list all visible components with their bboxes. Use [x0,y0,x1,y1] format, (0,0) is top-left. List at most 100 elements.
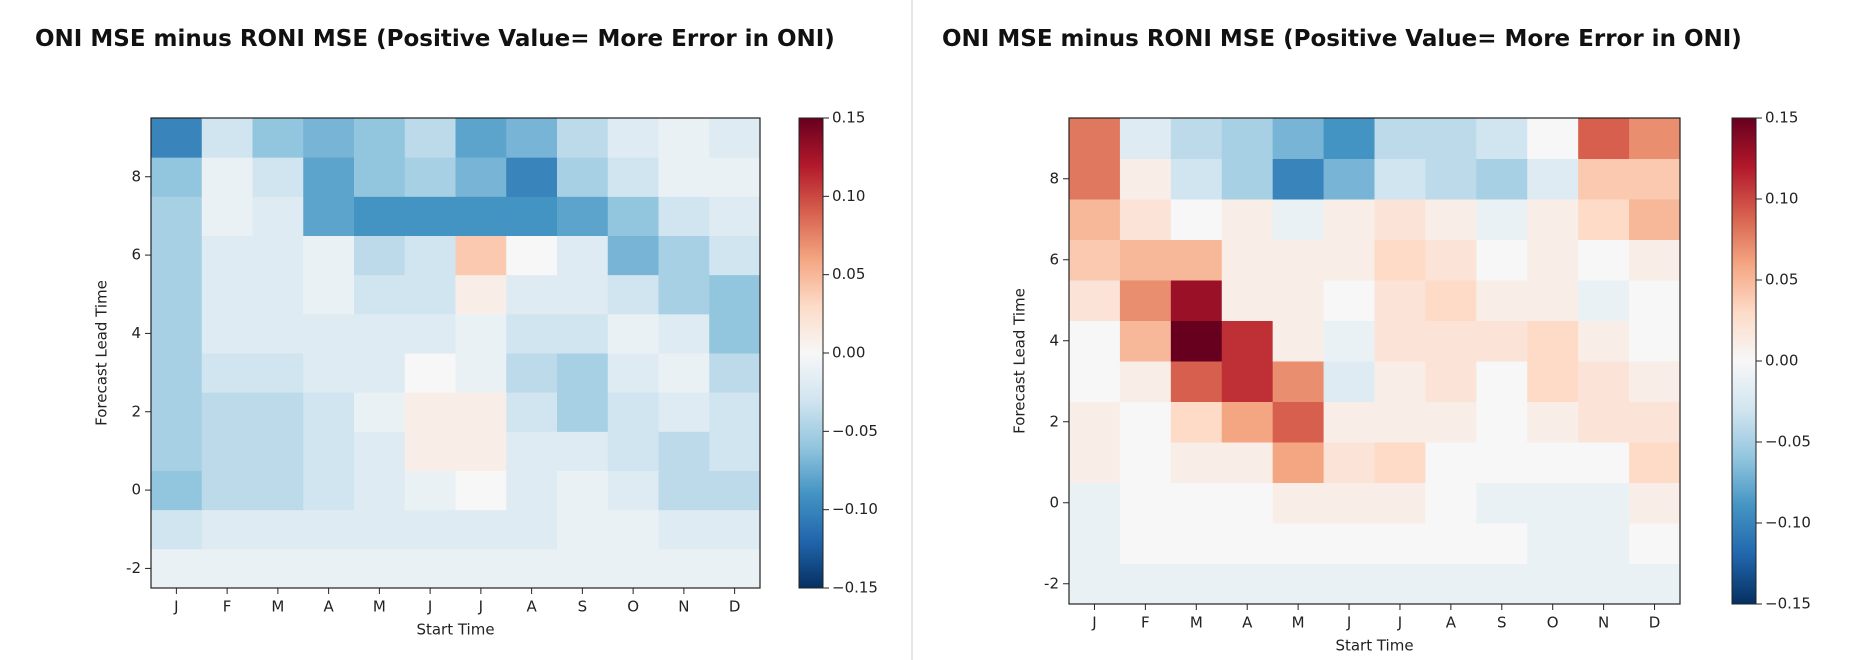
heatmap-cell [1069,563,1121,605]
heatmap-cell [455,313,507,354]
heatmap-cell [354,274,406,315]
x-tick-label: S [578,598,588,616]
x-tick-label: N [1598,614,1609,632]
heatmap-cell [1629,482,1681,524]
heatmap-cell [455,392,507,432]
heatmap-cell [1272,239,1325,281]
heatmap-cell [1170,361,1223,402]
heatmap-cell [354,431,406,471]
heatmap-cell [1425,158,1477,200]
heatmap-cell [1069,523,1121,564]
y-tick-label: -2 [1044,574,1059,592]
heatmap-cell [1425,563,1477,605]
heatmap-cell [1069,401,1121,443]
heatmap-cell [1323,118,1375,159]
heatmap-cell [1221,280,1274,321]
heatmap-cell [506,157,558,197]
heatmap-cell [404,157,456,197]
heatmap-cell [1425,320,1477,362]
heatmap-cell [1425,361,1477,402]
heatmap-cell [1578,239,1630,281]
heatmap-cell [557,313,609,354]
heatmap-cell [1170,401,1223,443]
x-tick-label: O [627,598,639,616]
heatmap-cell [1170,199,1223,240]
heatmap-cell [658,431,710,471]
heatmap-cell [658,157,710,197]
heatmap-cell [354,196,406,236]
heatmap-cell [1119,199,1172,240]
heatmap-cell [404,392,456,432]
heatmap-cell [404,353,456,393]
heatmap-cell [1272,118,1325,159]
heatmap-cell [201,431,253,471]
heatmap-cell [1221,158,1274,200]
heatmap-cell [557,118,609,158]
x-axis-label: Start Time [1335,637,1413,655]
heatmap-cell [658,509,710,550]
heatmap-cell [151,235,203,276]
heatmap-cell [1425,401,1477,443]
heatmap-cell [1119,442,1172,483]
heatmap-cell [1221,199,1274,240]
heatmap-cell [557,548,609,589]
heatmap-cell [1527,118,1579,159]
heatmap-cell [658,118,710,158]
colorbar-tick-label: −0.05 [1765,433,1811,451]
heatmap-cell [1629,158,1681,200]
heatmap-cell [1323,320,1375,362]
heatmap-cell [1578,563,1630,605]
heatmap-cell [1272,482,1325,524]
heatmap-cell [151,313,203,354]
colorbar-tick-label: 0.10 [832,187,865,205]
heatmap-cell [506,353,558,393]
heatmap-cell [1119,118,1172,159]
heatmap-cell [404,548,456,589]
heatmap-cell [1527,482,1579,524]
heatmap-cell [252,313,304,354]
heatmap-cell [1069,199,1121,240]
heatmap-cell [506,392,558,432]
y-tick-label: 8 [131,167,141,185]
heatmap-cell [557,392,609,432]
heatmap-cell [607,118,659,158]
heatmap-cell [658,548,710,589]
heatmap-cell [455,196,507,236]
colorbar-tick-label: 0.05 [832,265,865,283]
heatmap-cell [1527,199,1579,240]
heatmap-cell [455,235,507,276]
heatmap-cell [252,353,304,393]
heatmap-cell [1323,401,1375,443]
heatmap-cell [151,470,203,511]
colorbar-tick-label: −0.10 [832,500,878,518]
colorbar-tick-label: −0.10 [1765,514,1811,532]
heatmap-cell [1374,361,1426,402]
heatmap-cell [607,157,659,197]
y-tick-label: 4 [131,324,141,342]
heatmap-cell [1629,320,1681,362]
heatmap-cell [607,353,659,393]
heatmap-cell [303,235,355,276]
x-tick-label: M [1190,614,1203,632]
heatmap-cell [1272,523,1325,564]
x-tick-label: M [271,598,284,616]
heatmap-cell [1221,482,1274,524]
y-tick-label: 4 [1049,331,1059,349]
heatmap-cell [557,353,609,393]
heatmap-cell [1578,361,1630,402]
heatmap-cell [1221,401,1274,443]
heatmap-cell [1323,199,1375,240]
x-axis-label: Start Time [416,621,494,639]
heatmap-cell [252,470,304,511]
heatmap-cell [1272,361,1325,402]
heatmap-cell [1069,320,1121,362]
heatmap-cell [1374,401,1426,443]
heatmap-cell [354,118,406,158]
heatmap-cell [1425,523,1477,564]
colorbar-tick-label: −0.15 [1765,595,1811,613]
heatmap-cell [201,548,253,589]
heatmap-cell [354,313,406,354]
heatmap-cell [1170,563,1223,605]
heatmap-cell [1221,239,1274,281]
heatmap-cell [1527,442,1579,483]
